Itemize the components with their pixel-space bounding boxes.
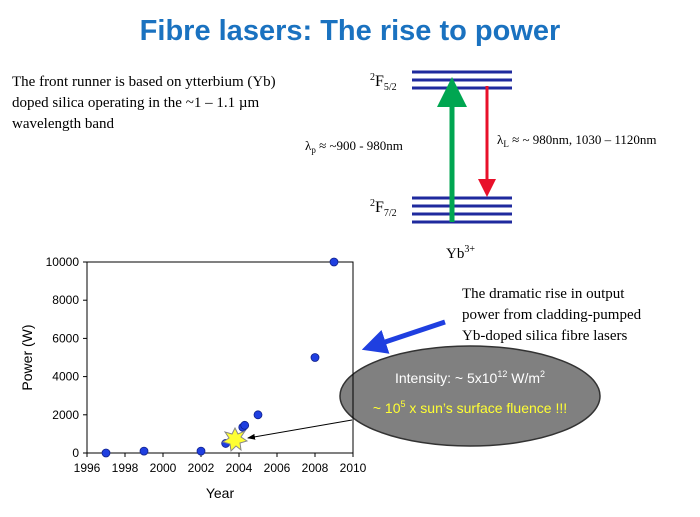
x-tick-label: 2000 — [150, 461, 177, 475]
y-tick-label: 4000 — [52, 370, 79, 384]
lower-level-label: 2F7/2 — [370, 198, 397, 219]
callout-ellipse — [339, 345, 601, 447]
data-point — [253, 410, 263, 420]
y-tick-label: 8000 — [52, 293, 79, 307]
x-axis-label: Year — [206, 485, 235, 501]
y-tick-label: 10000 — [46, 255, 80, 269]
y-tick-label: 0 — [72, 446, 79, 460]
fluence-text: ~ 105 x sun’s surface fluence !!! — [373, 399, 567, 416]
main: F — [375, 199, 384, 216]
data-point — [139, 446, 149, 456]
data-point — [101, 448, 111, 458]
y-axis-label: Power (W) — [19, 324, 35, 390]
plot-frame — [86, 261, 354, 454]
intro-line: doped silica operating in the ~1 – 1.1 µ… — [12, 95, 259, 111]
rest: ≈ ~ 980nm, 1030 – 1120nm — [509, 132, 657, 147]
y-tick-label: 2000 — [52, 408, 79, 422]
rest: x sun’s surface fluence !!! — [406, 400, 568, 416]
ion-label: Yb3+ — [446, 244, 475, 262]
sup: 12 — [497, 369, 507, 379]
sub: p — [311, 145, 316, 155]
sup: 2 — [370, 72, 375, 83]
sup: 5 — [401, 399, 406, 409]
intro-text: The front runner is based on ytterbium (… — [12, 74, 276, 132]
laser-label: λL ≈ ~ 980nm, 1030 – 1120nm — [497, 132, 656, 149]
data-point — [240, 420, 250, 430]
note-line: Yb-doped silica fibre lasers — [462, 328, 628, 344]
data-point — [329, 257, 339, 267]
x-tick-label: 2010 — [340, 461, 367, 475]
note-text: The dramatic rise in output power from c… — [462, 286, 642, 344]
main: λ — [497, 132, 504, 147]
x-tick-label: 1996 — [74, 461, 101, 475]
x-tick-label: 1998 — [112, 461, 139, 475]
main: Yb — [446, 246, 464, 262]
y-tick-label: 6000 — [52, 331, 79, 345]
energy-levels — [412, 70, 512, 224]
sub: L — [503, 139, 509, 149]
sup: 2 — [540, 369, 545, 379]
intro-line: wavelength band — [12, 116, 115, 132]
rest: ≈ ~900 - 980nm — [316, 138, 403, 153]
x-tick-label: 2004 — [226, 461, 253, 475]
main: ~ 10 — [373, 400, 401, 416]
x-tick-label: 2002 — [188, 461, 215, 475]
main: λ — [305, 138, 312, 153]
note-line: The dramatic rise in output — [462, 286, 625, 302]
intro-line: The front runner is based on ytterbium (… — [12, 74, 276, 90]
main: F — [375, 73, 384, 90]
unit: W/m — [507, 370, 540, 386]
sup: 2 — [370, 198, 375, 209]
pump-label: λp ≈ ~900 - 980nm — [305, 138, 403, 155]
callout-pointer — [247, 419, 353, 440]
note-arrow — [361, 319, 446, 354]
highlight-star — [221, 426, 249, 453]
data-point — [310, 353, 320, 362]
intensity-text: Intensity: ~ 5x1012 W/m2 — [395, 369, 545, 386]
data-point — [196, 446, 206, 456]
main: Intensity: ~ 5x10 — [395, 370, 498, 386]
upper-level-label: 2F5/2 — [370, 72, 397, 93]
sup: 3+ — [464, 244, 475, 255]
x-tick-label: 2006 — [264, 461, 291, 475]
x-tick-label: 2008 — [302, 461, 329, 475]
chart: 0 2000 4000 6000 8000 10000 1996 1998 2000 2002 20… — [19, 255, 367, 501]
note-line: power from cladding-pumped — [462, 307, 642, 323]
slide-title: Fibre lasers: The rise to power — [140, 15, 561, 47]
sub: 7/2 — [384, 208, 397, 219]
sub: 5/2 — [384, 82, 397, 93]
